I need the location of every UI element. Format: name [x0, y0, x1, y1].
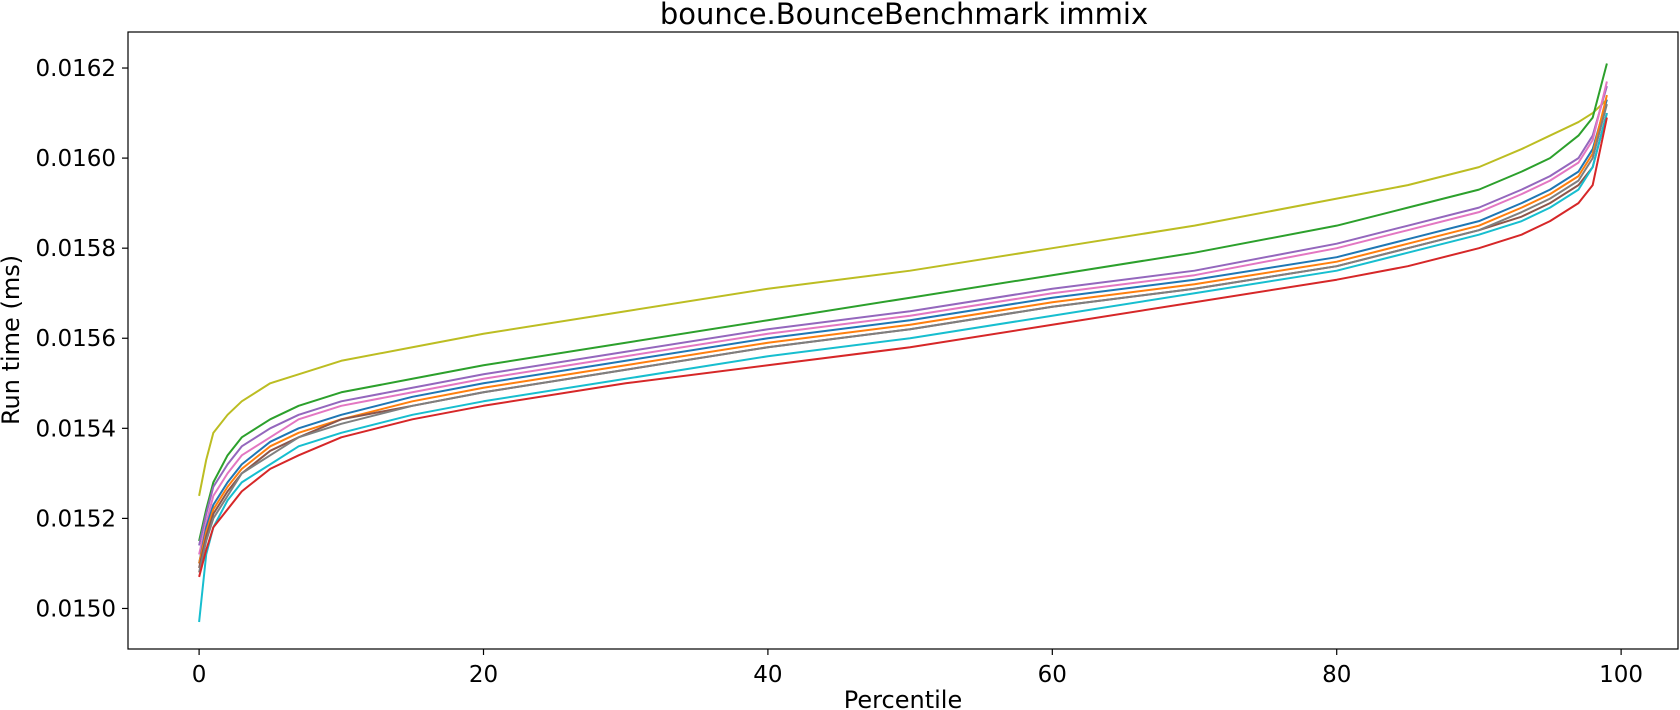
series-line-8	[198, 103, 1608, 573]
series-line-5	[198, 99, 1608, 564]
y-tick-label: 0.0160	[36, 146, 116, 172]
x-tick-label: 100	[1599, 662, 1643, 688]
y-axis-label: Run time (ms)	[0, 255, 25, 425]
series-line-3	[198, 85, 1608, 546]
plot-frame	[127, 31, 1679, 650]
series-line-9	[198, 112, 1608, 623]
y-tick-label: 0.0162	[36, 56, 116, 82]
series-line-7	[198, 112, 1608, 569]
series-line-6	[198, 94, 1608, 564]
x-tick-label: 40	[753, 662, 782, 688]
y-tick-label: 0.0152	[36, 506, 116, 532]
x-axis-label: Percentile	[844, 686, 962, 710]
y-tick-label: 0.0156	[36, 326, 116, 352]
y-axis: 0.0150 0.0152 0.0154 0.0156 0.0158 0.0160 0.01…	[36, 56, 128, 622]
x-tick-label: 80	[1322, 662, 1351, 688]
y-tick-label: 0.0158	[36, 236, 116, 262]
y-tick-label: 0.0154	[36, 416, 116, 442]
x-tick-label: 20	[469, 662, 498, 688]
series-line-4	[198, 81, 1608, 555]
series-layer	[198, 63, 1608, 623]
x-axis: 0 20 40 60 80 100	[192, 649, 1643, 688]
x-tick-label: 60	[1038, 662, 1067, 688]
x-tick-label: 0	[192, 662, 207, 688]
series-line-1	[198, 98, 1608, 497]
plot-area	[127, 31, 1679, 650]
y-tick-label: 0.0150	[36, 596, 116, 622]
chart-title: bounce.BounceBenchmark immix	[660, 0, 1148, 31]
series-line-2	[198, 63, 1608, 542]
series-line-10	[198, 117, 1608, 578]
